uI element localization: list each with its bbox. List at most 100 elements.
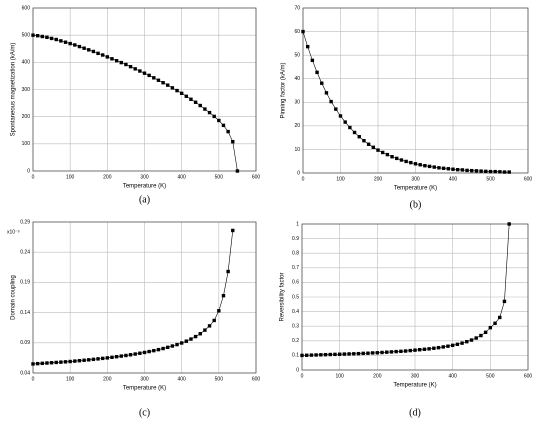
x-tick-label: 300 <box>411 373 420 379</box>
data-point <box>470 168 474 173</box>
data-point <box>166 345 170 350</box>
data-point <box>193 100 198 104</box>
data-point <box>409 160 413 165</box>
y-tick-label: 0 <box>297 170 300 176</box>
data-point <box>385 350 389 354</box>
data-point <box>231 139 235 144</box>
data-point <box>128 353 133 357</box>
data-point <box>147 73 151 78</box>
data-point <box>221 293 226 298</box>
data-point <box>432 165 436 169</box>
data-point <box>324 91 329 95</box>
data-point <box>91 357 96 362</box>
data-point <box>305 353 309 357</box>
data-point <box>198 332 202 336</box>
y-axis-label: Reversibility factor <box>280 272 286 321</box>
y-tick-label: 500 <box>22 32 31 38</box>
data-point <box>170 344 175 348</box>
data-point <box>343 120 347 124</box>
data-point <box>328 352 332 357</box>
data-point <box>370 351 375 355</box>
data-point <box>54 360 58 365</box>
data-point <box>432 346 436 350</box>
data-point <box>114 354 119 359</box>
data-point <box>385 152 390 157</box>
y-tick-label: 70 <box>294 5 300 11</box>
y-tick-label: 60 <box>294 29 300 35</box>
data-point <box>352 130 357 135</box>
data-point <box>221 123 226 128</box>
panel-caption: (d) <box>409 407 421 418</box>
data-point <box>77 358 82 363</box>
data-point <box>404 159 408 164</box>
data-point <box>35 34 40 38</box>
y-tick-label: 0.2 <box>292 338 299 344</box>
data-point <box>119 354 123 358</box>
y-tick-label: 0.6 <box>292 280 299 286</box>
data-point <box>63 40 68 44</box>
data-point <box>203 107 207 111</box>
data-point <box>119 60 123 65</box>
x-tick-label: 100 <box>336 176 345 182</box>
data-point <box>184 94 189 98</box>
data-point <box>450 343 455 348</box>
data-point <box>310 58 315 63</box>
data-point <box>87 358 91 362</box>
data-point <box>68 359 72 364</box>
data-point <box>300 353 304 358</box>
y-axis-label: Pinning factor (kA/m) <box>281 62 287 118</box>
data-point <box>166 83 170 87</box>
y-tick-label: 600 <box>22 5 31 11</box>
data-point <box>423 163 427 168</box>
data-point <box>40 34 44 39</box>
data-point <box>226 269 230 274</box>
data-point <box>170 86 175 90</box>
data-point <box>507 222 511 226</box>
x-tick-label: 400 <box>449 176 458 182</box>
data-point <box>460 168 465 172</box>
data-point <box>73 43 77 47</box>
y-axis-label: Spontaneous magnetization (kA/m) <box>11 43 17 137</box>
data-point <box>371 145 376 150</box>
data-point <box>399 158 404 162</box>
data-point <box>314 353 318 357</box>
y-tick-label: 300 <box>22 87 31 93</box>
data-point <box>96 51 100 56</box>
data-point <box>422 347 427 351</box>
y-tick-label: 0.7 <box>292 265 299 271</box>
data-point <box>49 36 54 41</box>
data-point <box>301 29 305 34</box>
data-point <box>427 347 431 351</box>
data-point <box>156 78 161 82</box>
data-point <box>142 71 147 75</box>
data-point <box>413 162 418 166</box>
data-point <box>319 353 323 357</box>
data-point <box>207 110 212 115</box>
data-point <box>399 349 403 354</box>
x-tick-label: 0 <box>301 373 304 379</box>
data-point <box>45 361 49 365</box>
data-point <box>91 49 96 54</box>
data-point <box>175 88 179 93</box>
x-tick-label: 600 <box>252 174 261 180</box>
data-point <box>59 360 63 364</box>
data-point <box>100 356 105 361</box>
plot-frame <box>301 223 529 371</box>
data-point <box>212 318 216 323</box>
data-point <box>142 350 147 355</box>
data-point <box>147 349 151 354</box>
x-tick-label: 300 <box>140 174 149 180</box>
data-point <box>484 169 488 174</box>
data-point <box>68 41 72 46</box>
data-point <box>352 352 356 356</box>
data-point <box>87 48 91 52</box>
y-tick-label: 0.14 <box>20 310 30 316</box>
data-point <box>124 62 128 67</box>
data-point <box>474 336 478 340</box>
data-point <box>231 228 235 233</box>
data-point <box>114 59 119 63</box>
data-point <box>226 129 230 134</box>
data-point <box>138 351 142 355</box>
x-tick-label: 600 <box>252 376 261 382</box>
